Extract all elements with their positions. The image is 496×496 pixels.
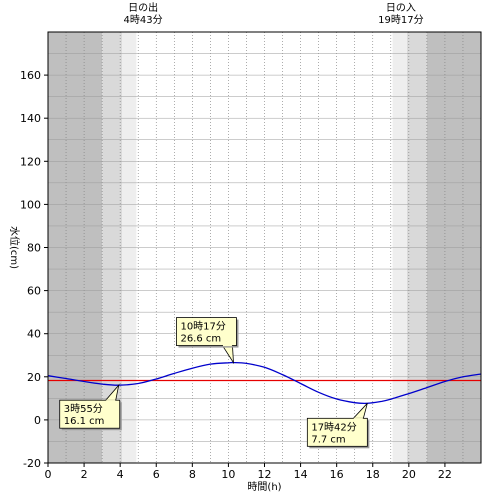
x-tick-label: 6: [153, 468, 160, 481]
x-tick-label: 10: [221, 468, 235, 481]
x-tick-label: 12: [258, 468, 272, 481]
sun-labels: 日の出 4時43分 日の入 19時17分: [124, 1, 424, 26]
y-tick-label: 120: [20, 155, 41, 168]
y-tick-label: 160: [20, 69, 41, 82]
sunset-time: 19時17分: [378, 14, 423, 26]
x-tick-label: 4: [117, 468, 124, 481]
callout-time: 10時17分: [180, 321, 225, 333]
grid-lines: [48, 32, 481, 463]
y-tick-label: 0: [34, 414, 41, 427]
callout-value: 16.1 cm: [64, 416, 105, 427]
y-tick-label: -20: [23, 457, 41, 470]
x-tick-label: 8: [189, 468, 196, 481]
series-group: [47, 361, 482, 405]
x-tick-label: 16: [330, 468, 344, 481]
y-tick-label: 60: [27, 285, 41, 298]
sunset-title: 日の入: [386, 3, 416, 14]
y-axis-label: 水位(cm): [8, 226, 21, 269]
y-tick-label: 20: [27, 371, 41, 384]
x-tick-label: 2: [81, 468, 88, 481]
callout-value: 26.6 cm: [180, 334, 221, 345]
y-axis-ticks: -20 0 20 40 60 80 100 120 140 160: [20, 69, 48, 470]
y-tick-label: 80: [27, 242, 41, 255]
callout-value: 7.7 cm: [311, 434, 345, 445]
sunrise-title: 日の出: [128, 1, 158, 14]
x-axis-label: 時間(h): [247, 481, 281, 493]
sunrise-time: 4時43分: [124, 14, 163, 26]
tide-series-line: [47, 361, 482, 405]
x-tick-label: 14: [294, 468, 308, 481]
y-tick-label: 40: [27, 328, 41, 341]
callout-box: [59, 399, 121, 429]
x-tick-label: 20: [402, 468, 416, 481]
y-tick-label: 100: [20, 198, 41, 211]
x-tick-label: 22: [438, 468, 452, 481]
callout-box: [176, 317, 237, 346]
callout-time: 17時42分: [311, 421, 356, 433]
x-axis-ticks: 0 2 4 6 8 10 12 14 16 18 20 22: [45, 463, 452, 481]
callout-box: [306, 417, 368, 447]
x-tick-label: 18: [366, 468, 380, 481]
callout-time: 3時55分: [64, 403, 103, 415]
y-tick-label: 140: [20, 112, 41, 125]
x-tick-label: 0: [45, 468, 52, 481]
